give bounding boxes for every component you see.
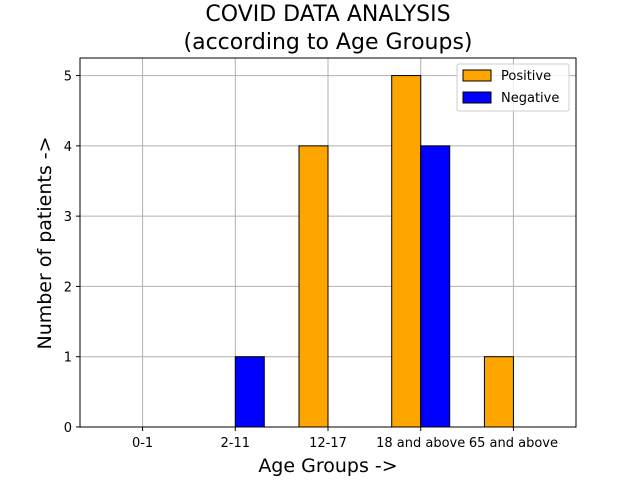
tick-labels: 0 1 2 3 4 5 0-1 2-11 12-17 18 and above 65 and abo… xyxy=(64,70,558,451)
x-tick-label: 18 and above xyxy=(376,436,465,451)
bar-negative-1 xyxy=(234,356,265,428)
legend-swatch-negative xyxy=(462,91,492,104)
bar-positive-4 xyxy=(483,356,514,428)
legend-label-negative: Negative xyxy=(501,91,559,106)
y-axis-label: Number of patients -> xyxy=(34,136,56,349)
x-tick-label: 0-1 xyxy=(132,436,153,451)
x-tick-label: 12-17 xyxy=(309,436,347,451)
bar-positive-2 xyxy=(298,145,329,428)
x-tick-label: 65 and above xyxy=(469,436,558,451)
legend: Positive Negative xyxy=(456,63,570,112)
y-tick-label: 0 xyxy=(64,421,72,436)
bar-positive-3 xyxy=(391,75,422,428)
legend-swatch-positive xyxy=(462,69,492,82)
y-tick-label: 5 xyxy=(64,70,72,85)
y-tick-label: 3 xyxy=(64,210,72,225)
x-axis-label: Age Groups -> xyxy=(258,455,397,477)
chart-title: COVID DATA ANALYSIS xyxy=(205,2,450,27)
y-tick-label: 2 xyxy=(64,280,72,295)
y-tick-label: 4 xyxy=(64,140,72,155)
bar-negative-3 xyxy=(420,145,451,428)
y-tick-label: 1 xyxy=(64,351,72,366)
bars xyxy=(234,75,514,428)
chart-subtitle: (according to Age Groups) xyxy=(184,30,473,55)
legend-label-positive: Positive xyxy=(501,69,551,84)
x-tick-label: 2-11 xyxy=(221,436,251,451)
